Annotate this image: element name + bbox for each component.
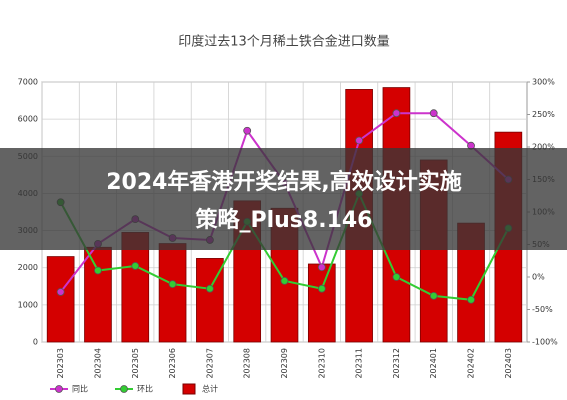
y-tick-label: 0 (33, 338, 38, 347)
legend-marker (55, 385, 63, 393)
y2-tick-label: 300% (532, 78, 555, 87)
marker (429, 109, 438, 118)
legend-marker (120, 385, 128, 393)
x-tick-label: 202305 (131, 348, 140, 379)
y2-tick-label: -50% (532, 305, 553, 314)
marker (467, 295, 475, 304)
banner (0, 148, 567, 250)
x-tick-label: 202310 (317, 348, 326, 379)
x-tick-label: 202309 (280, 348, 289, 379)
y-tick-label: 1000 (18, 300, 38, 309)
banner-text: 2024年香港开奖结果,高效设计实施 (106, 169, 462, 195)
marker (280, 276, 289, 285)
x-tick-label: 202312 (392, 348, 401, 379)
bar (307, 263, 336, 343)
y2-tick-label: 0% (532, 273, 545, 282)
banner-text: 策略_Plus8.146 (195, 207, 372, 233)
x-tick-label: 202304 (93, 348, 102, 379)
marker (205, 284, 214, 293)
legend-label: 环比 (137, 384, 153, 394)
x-tick-label: 202303 (56, 348, 65, 379)
marker (317, 284, 326, 293)
marker (355, 136, 364, 145)
bar (158, 243, 187, 343)
x-tick-label: 202308 (243, 348, 252, 379)
x-tick-label: 202306 (168, 348, 177, 379)
y2-tick-label: 200% (532, 143, 555, 152)
chart-title: 印度过去13个月稀土铁合金进口数量 (178, 34, 390, 50)
bar (46, 256, 75, 343)
x-tick-label: 202403 (504, 348, 513, 379)
legend-label: 同比 (72, 384, 88, 394)
marker (392, 273, 401, 281)
bar (84, 246, 112, 343)
marker (56, 288, 65, 296)
marker (243, 126, 252, 135)
bar (121, 232, 150, 343)
x-tick-label: 202402 (467, 348, 476, 379)
marker (94, 266, 102, 275)
y-tick-label: 7000 (18, 78, 38, 87)
marker (317, 263, 326, 272)
y2-tick-label: -100% (532, 338, 558, 347)
legend-swatch (182, 383, 196, 395)
y-tick-label: 2000 (18, 263, 38, 272)
legend-label: 总计 (202, 384, 218, 394)
marker (131, 262, 140, 270)
x-tick-label: 202311 (355, 348, 364, 379)
y-tick-label: 6000 (18, 115, 38, 124)
marker (392, 109, 401, 118)
marker (429, 291, 438, 300)
x-tick-label: 202401 (429, 348, 438, 379)
marker (168, 280, 177, 289)
y2-tick-label: 250% (532, 110, 555, 119)
x-tick-label: 202307 (205, 348, 214, 379)
